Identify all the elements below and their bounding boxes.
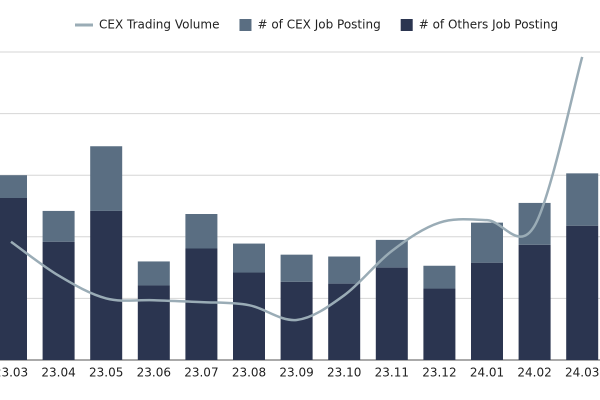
legend-swatch <box>239 19 252 31</box>
x-tick-label: 23.09 <box>279 366 313 380</box>
bar-segment <box>233 243 265 273</box>
x-tick-label: 23.04 <box>41 366 75 380</box>
bar-segment <box>185 248 218 360</box>
x-tick-label: 23.06 <box>137 366 171 380</box>
bar-segment <box>280 254 313 282</box>
legend-label: # of CEX Job Posting <box>257 18 380 32</box>
x-tick-label: 23.05 <box>89 366 123 380</box>
bar-segment <box>423 288 456 360</box>
x-tick-label: 23.07 <box>184 366 218 380</box>
bar-segment <box>90 146 123 211</box>
bar-segment <box>566 173 599 226</box>
bar-segment <box>42 210 75 242</box>
legend-label: # of Others Job Posting <box>419 18 558 32</box>
bar-segment <box>137 261 170 286</box>
legend-swatch <box>400 19 413 31</box>
legend-label: CEX Trading Volume <box>99 18 219 32</box>
bar-segment <box>185 214 218 249</box>
x-tick-label: 23.08 <box>232 366 266 380</box>
bar-segment <box>471 262 503 360</box>
bar-segment <box>90 210 123 360</box>
line <box>10 56 584 322</box>
bar-segment <box>566 225 599 360</box>
bar-segment <box>423 265 456 289</box>
x-tick-label: 24.03 <box>565 366 599 380</box>
bar-segment <box>233 272 265 360</box>
bar-segment <box>471 222 503 263</box>
x-tick-label: 23.11 <box>375 366 409 380</box>
bar-segment <box>137 285 170 360</box>
x-tick-label: 23.12 <box>422 366 456 380</box>
x-tick-label: 23.10 <box>327 366 361 380</box>
bar-segment <box>0 197 27 360</box>
bar-segment <box>0 175 27 198</box>
bar-segment <box>42 241 75 360</box>
x-tick-label: 24.01 <box>470 366 504 380</box>
bar-segment <box>328 256 361 284</box>
x-tick-label: 23.03 <box>0 366 28 380</box>
bar-segment <box>518 244 551 360</box>
bar-segment <box>375 267 408 360</box>
x-tick-label: 24.02 <box>517 366 551 380</box>
